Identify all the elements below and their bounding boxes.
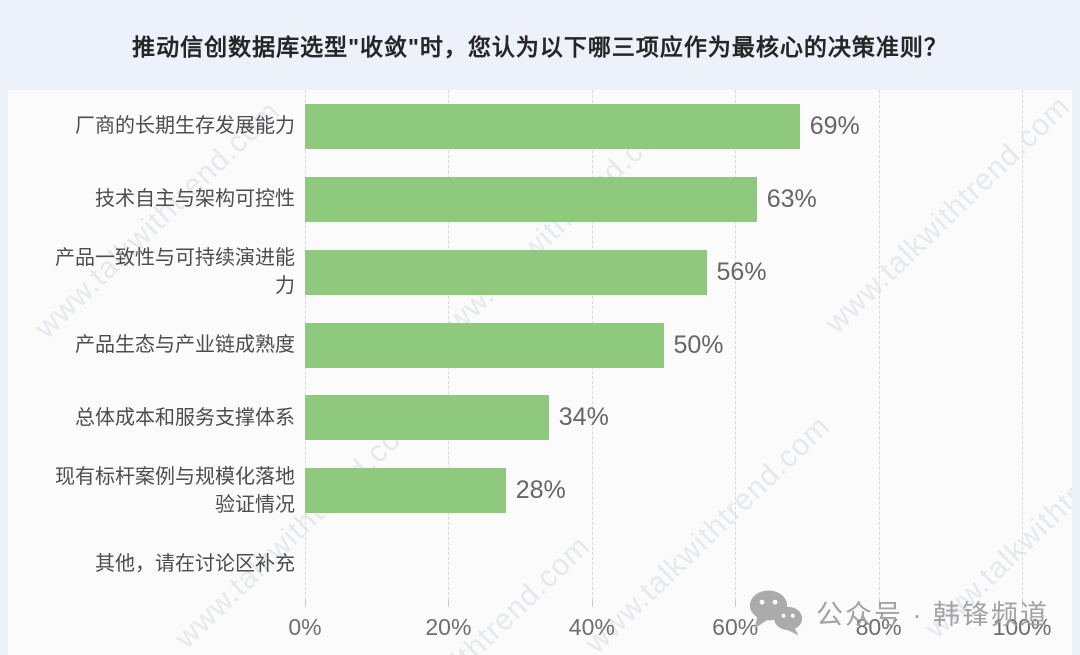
x-axis-label: 80% [855,614,902,640]
bar-track: 34% [305,381,1022,454]
bar-track: 50% [305,309,1022,382]
x-axis-label: 0% [288,614,322,640]
bar [305,103,800,149]
x-tick-mark [735,600,737,607]
bar-track: 28% [305,454,1022,527]
bar [305,468,506,514]
x-axis-label: 20% [425,614,472,640]
category-label: 技术自主与架构可控性 [95,188,295,211]
x-tick-mark [878,600,880,607]
chart-title: 推动信创数据库选型"收敛"时，您认为以下哪三项应作为最核心的决策准则？ [132,34,948,60]
bar-track: 56% [305,236,1022,309]
bar-row: 现有标杆案例与规模化落地验证情况 28% [8,454,1072,527]
category-label: 其他，请在讨论区补充 [95,552,295,575]
x-axis-label: 60% [712,614,759,640]
bar-track: 63% [305,163,1022,236]
wechat-account-name: 公众号 · 韩锋频道 [816,599,1049,630]
category-label: 产品生态与产业链成熟度 [75,334,295,356]
chart-header: 推动信创数据库选型"收敛"时，您认为以下哪三项应作为最核心的决策准则？ [0,0,1080,90]
bar-value-label: 50% [673,330,724,359]
x-axis-label: 40% [568,614,615,640]
bar [305,249,707,295]
bar-value-label: 28% [515,476,566,505]
x-tick-mark [448,600,450,607]
chart-card: www.talkwithtrend.com www.talkwithtrend.… [8,90,1072,655]
x-tick-mark [1022,600,1023,607]
category-label: 产品一致性与可持续演进能力 [55,247,295,298]
category-label: 现有标杆案例与规模化落地验证情况 [55,465,295,516]
bar [305,176,757,222]
x-axis: 0% 20% 40% 60% 80% 100% [288,600,1051,655]
bar-row: 总体成本和服务支撑体系 34% [8,381,1072,454]
bar-row: 其他，请在讨论区补充 [8,527,1072,600]
category-label: 总体成本和服务支撑体系 [75,406,295,429]
category-label: 厂商的长期生存发展能力 [75,115,295,138]
x-tick-mark [305,600,306,607]
bar-row: 厂商的长期生存发展能力 69% [8,90,1072,163]
bar-track: 69% [305,90,1022,163]
wechat-watermark-badge: 公众号 · 韩锋频道 [748,582,1049,642]
bar-rows: 厂商的长期生存发展能力 69% 技术自主与架构可控性 63% 产品一致性与可持续… [8,90,1072,600]
bar-row: 技术自主与架构可控性 63% [8,163,1072,236]
bar-value-label: 34% [558,403,609,432]
bar-row: 产品一致性与可持续演进能力 56% [8,236,1072,309]
bar-row: 产品生态与产业链成熟度 50% [8,309,1072,382]
bar-value-label: 56% [716,257,767,286]
bar-value-label: 63% [766,184,817,213]
bar [305,395,549,441]
bar-value-label: 69% [809,111,860,140]
x-axis-label: 100% [992,614,1052,640]
x-tick-mark [591,600,593,607]
bar [305,322,664,368]
wechat-icon [749,590,803,636]
